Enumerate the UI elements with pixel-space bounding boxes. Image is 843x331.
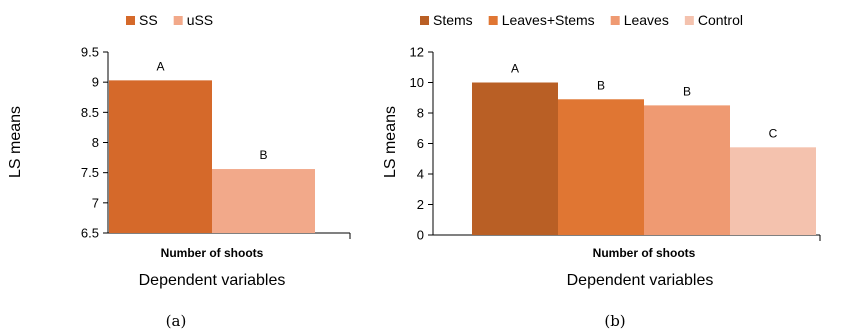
legend-label: Leaves — [624, 12, 669, 28]
x-category-label: Number of shoots — [161, 246, 264, 260]
bar-leaves-stems — [558, 99, 644, 236]
y-tick-label: 8 — [417, 106, 424, 121]
bar-ss — [109, 80, 212, 234]
legend-swatch — [684, 16, 694, 25]
legend-label: Stems — [433, 12, 473, 28]
legend-label: Control — [698, 12, 743, 28]
bar-leaves — [644, 105, 730, 235]
y-axis-title: LS means — [382, 106, 399, 178]
chart-panel-2: 0 2 4 6 8 10 12 A B B C Stems Leaves+Stems Leaves Cont… — [382, 12, 821, 330]
significance-label: A — [156, 59, 164, 73]
y-tick-label: 7.5 — [81, 165, 99, 180]
legend: Stems Leaves+Stems Leaves Control — [420, 12, 743, 28]
x-category-label: Number of shoots — [593, 246, 696, 260]
y-tick-label: 9 — [92, 75, 99, 90]
significance-label: B — [597, 78, 605, 92]
panel-label: (a) — [166, 312, 187, 330]
significance-label: C — [769, 126, 778, 140]
legend-swatch — [610, 16, 620, 25]
significance-label: B — [259, 148, 267, 162]
chart-panel-1: 6.5 7 7.5 8 8.5 9 9.5 A B SS uSS Number of shoots De… — [7, 12, 351, 330]
x-axis-title: Dependent variables — [139, 272, 286, 289]
legend-swatch — [488, 16, 498, 25]
legend-label: SS — [139, 12, 158, 28]
legend-swatch — [420, 16, 429, 25]
legend-label: uSS — [187, 12, 213, 28]
y-tick-label: 6.5 — [81, 226, 99, 241]
legend-swatch — [173, 16, 183, 25]
x-axis-title: Dependent variables — [567, 272, 714, 289]
y-tick-label: 2 — [417, 197, 424, 212]
y-axis-title: LS means — [7, 106, 24, 178]
y-tick-label: 7 — [92, 195, 99, 210]
panel-label: (b) — [604, 312, 625, 330]
bar-control — [730, 147, 816, 235]
legend-label: Leaves+Stems — [502, 12, 595, 28]
bar-stems — [472, 82, 558, 235]
y-tick-label: 8 — [92, 135, 99, 150]
legend: SS uSS — [126, 12, 213, 28]
y-tick-label: 9.5 — [81, 45, 99, 60]
significance-label: A — [511, 62, 519, 76]
y-tick-label: 10 — [410, 75, 424, 90]
y-tick-label: 4 — [417, 167, 424, 182]
y-tick-label: 6 — [417, 136, 424, 151]
y-tick-label: 8.5 — [81, 105, 99, 120]
legend-swatch — [126, 16, 135, 25]
y-tick-label: 12 — [410, 45, 424, 60]
bar-uss — [212, 169, 315, 233]
significance-label: B — [683, 84, 691, 98]
y-tick-label: 0 — [417, 228, 424, 243]
